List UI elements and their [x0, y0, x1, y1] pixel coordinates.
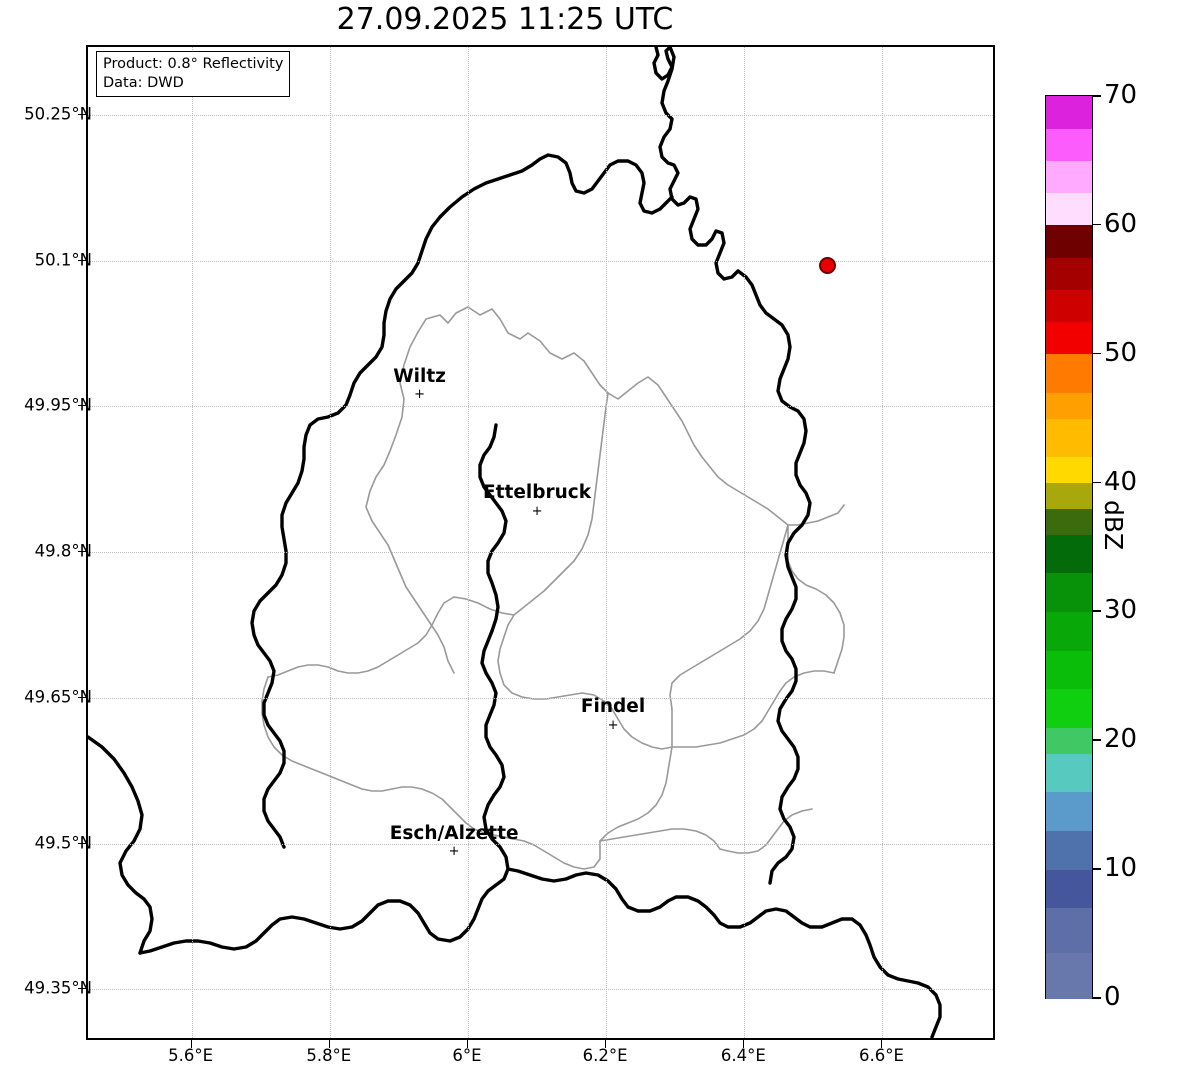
colorbar-tick-mark-0 [1092, 997, 1101, 999]
colorbar-band-10-13 [1046, 830, 1092, 870]
y-axis-tick-mark-5 [78, 842, 86, 844]
gridline-lat-2 [88, 406, 993, 408]
colorbar-band-19-21 [1046, 727, 1092, 754]
y-axis-tick-label-6: 49.35°N [24, 978, 92, 998]
gridline-lat-3 [88, 552, 993, 554]
colorbar-tick-label-3: 30 [1104, 595, 1138, 626]
info-product-line: Product: 0.8° Reflectivity [103, 56, 284, 72]
colorbar-tick-mark-6 [1092, 223, 1101, 226]
colorbar-tick-mark-3 [1092, 610, 1101, 613]
colorbar-band-24-27 [1046, 650, 1092, 690]
colorbar-band-40-42 [1046, 456, 1092, 484]
colorbar-tick-label-1: 10 [1104, 853, 1138, 884]
y-axis-tick-label-5: 49.5°N [34, 833, 92, 853]
colorbar-band-30-33 [1046, 572, 1092, 613]
colorbar-band-36-38 [1046, 508, 1092, 535]
x-axis-tick-label-5: 6.6°E [858, 1046, 904, 1065]
colorbar-tick-label-4: 40 [1104, 466, 1138, 497]
y-axis-tick-label-2: 49.95°N [24, 395, 92, 415]
gridline-lat-6 [88, 989, 993, 991]
gridline-lon-2 [467, 47, 470, 1038]
colorbar-tick-label-0: 0 [1104, 982, 1121, 1012]
colorbar-band-42-45 [1046, 418, 1092, 458]
colorbar-band-45-47 [1046, 392, 1092, 419]
colorbar-tick-mark-2 [1092, 739, 1101, 741]
y-axis-tick-label-4: 49.65°N [24, 687, 92, 707]
y-axis-tick-mark-3 [78, 551, 86, 553]
page-title: 27.09.2025 11:25 UTC [336, 2, 674, 37]
colorbar-band-60-62.5 [1046, 192, 1092, 226]
gridline-lat-1 [88, 260, 993, 263]
info-data-line: Data: DWD [103, 74, 184, 91]
radar-echo-0 [818, 257, 836, 275]
colorbar-tick-label-2: 20 [1104, 724, 1138, 755]
colorbar-band-16-19 [1046, 753, 1092, 793]
x-axis-tick-mark-0 [190, 1040, 192, 1048]
colorbar-tick-mark-7 [1092, 95, 1101, 97]
colorbar-band-55-57.5 [1046, 257, 1092, 290]
gridline-lat-5 [88, 843, 993, 846]
colorbar-band-52.5-55 [1046, 289, 1092, 323]
x-axis-tick-label-4: 6.4°E [720, 1046, 766, 1065]
x-axis-tick-mark-1 [328, 1040, 330, 1048]
y-axis-tick-mark-1 [78, 259, 86, 261]
x-axis-tick-label-2: 6°E [452, 1046, 482, 1065]
x-axis-tick-mark-5 [881, 1040, 883, 1048]
colorbar-band-3.5-7 [1046, 907, 1092, 954]
map-plot-area[interactable]: Wiltz + Ettelbruck + Findel + Esch/Alzette + [86, 45, 995, 1040]
map-canvas: Wiltz + Ettelbruck + Findel + Esch/Alzette + [88, 47, 993, 1038]
colorbar-title: dBZ [1099, 500, 1128, 551]
x-axis-tick-label-3: 6.2°E [582, 1046, 628, 1065]
x-axis-tick-mark-4 [743, 1040, 745, 1048]
colorbar-tick-label-6: 60 [1104, 208, 1138, 239]
product-info-box: Product: 0.8° Reflectivity Data: DWD [96, 51, 291, 98]
gridline-lon-1 [329, 47, 332, 1038]
colorbar-tick-mark-1 [1092, 868, 1101, 870]
gridline-lat-4 [88, 697, 993, 700]
x-axis-tick-mark-3 [605, 1040, 607, 1048]
colorbar-band-47-50 [1046, 353, 1092, 393]
country-border [88, 47, 942, 1038]
map-vector-layer [88, 47, 942, 1038]
colorbar[interactable] [1045, 95, 1093, 999]
x-axis-tick-label-1: 5.8°E [306, 1046, 352, 1065]
colorbar-band-65-67.5 [1046, 128, 1092, 162]
colorbar-band-62.5-65 [1046, 160, 1092, 194]
y-axis-tick-label-0: 50.25°N [24, 104, 92, 124]
gridline-lat-0 [88, 115, 993, 117]
colorbar-tick-label-7: 70 [1104, 80, 1138, 110]
gridline-lon-5 [882, 47, 884, 1038]
colorbar-tick-mark-4 [1092, 481, 1101, 484]
district-borders [261, 306, 845, 870]
colorbar-tick-label-5: 50 [1104, 337, 1138, 368]
colorbar-band-13-16 [1046, 791, 1092, 832]
colorbar-band-50-52.5 [1046, 321, 1092, 355]
y-axis-tick-mark-0 [78, 114, 86, 115]
colorbar-band-21-24 [1046, 688, 1092, 728]
colorbar-band-0-3.5 [1046, 952, 1092, 999]
colorbar-tick-mark-5 [1092, 352, 1101, 355]
colorbar-band-57.5-60 [1046, 224, 1092, 258]
colorbar-band-7-10 [1046, 869, 1092, 909]
colorbar-band-27-30 [1046, 611, 1092, 651]
y-axis-tick-mark-4 [78, 696, 86, 698]
gridline-lon-4 [744, 47, 746, 1038]
colorbar-band-67.5-70 [1046, 96, 1092, 129]
colorbar-band-33-36 [1046, 534, 1092, 574]
gridline-lon-0 [191, 47, 194, 1038]
y-axis-tick-label-3: 49.8°N [34, 541, 92, 561]
y-axis-tick-label-1: 50.1°N [34, 250, 92, 270]
colorbar-band-38-40 [1046, 482, 1092, 509]
gridline-lon-3 [606, 47, 608, 1038]
y-axis-tick-mark-2 [78, 405, 86, 407]
x-axis-tick-mark-2 [466, 1040, 468, 1048]
y-axis-tick-mark-6 [78, 988, 86, 990]
x-axis-tick-label-0: 5.6°E [168, 1046, 214, 1065]
